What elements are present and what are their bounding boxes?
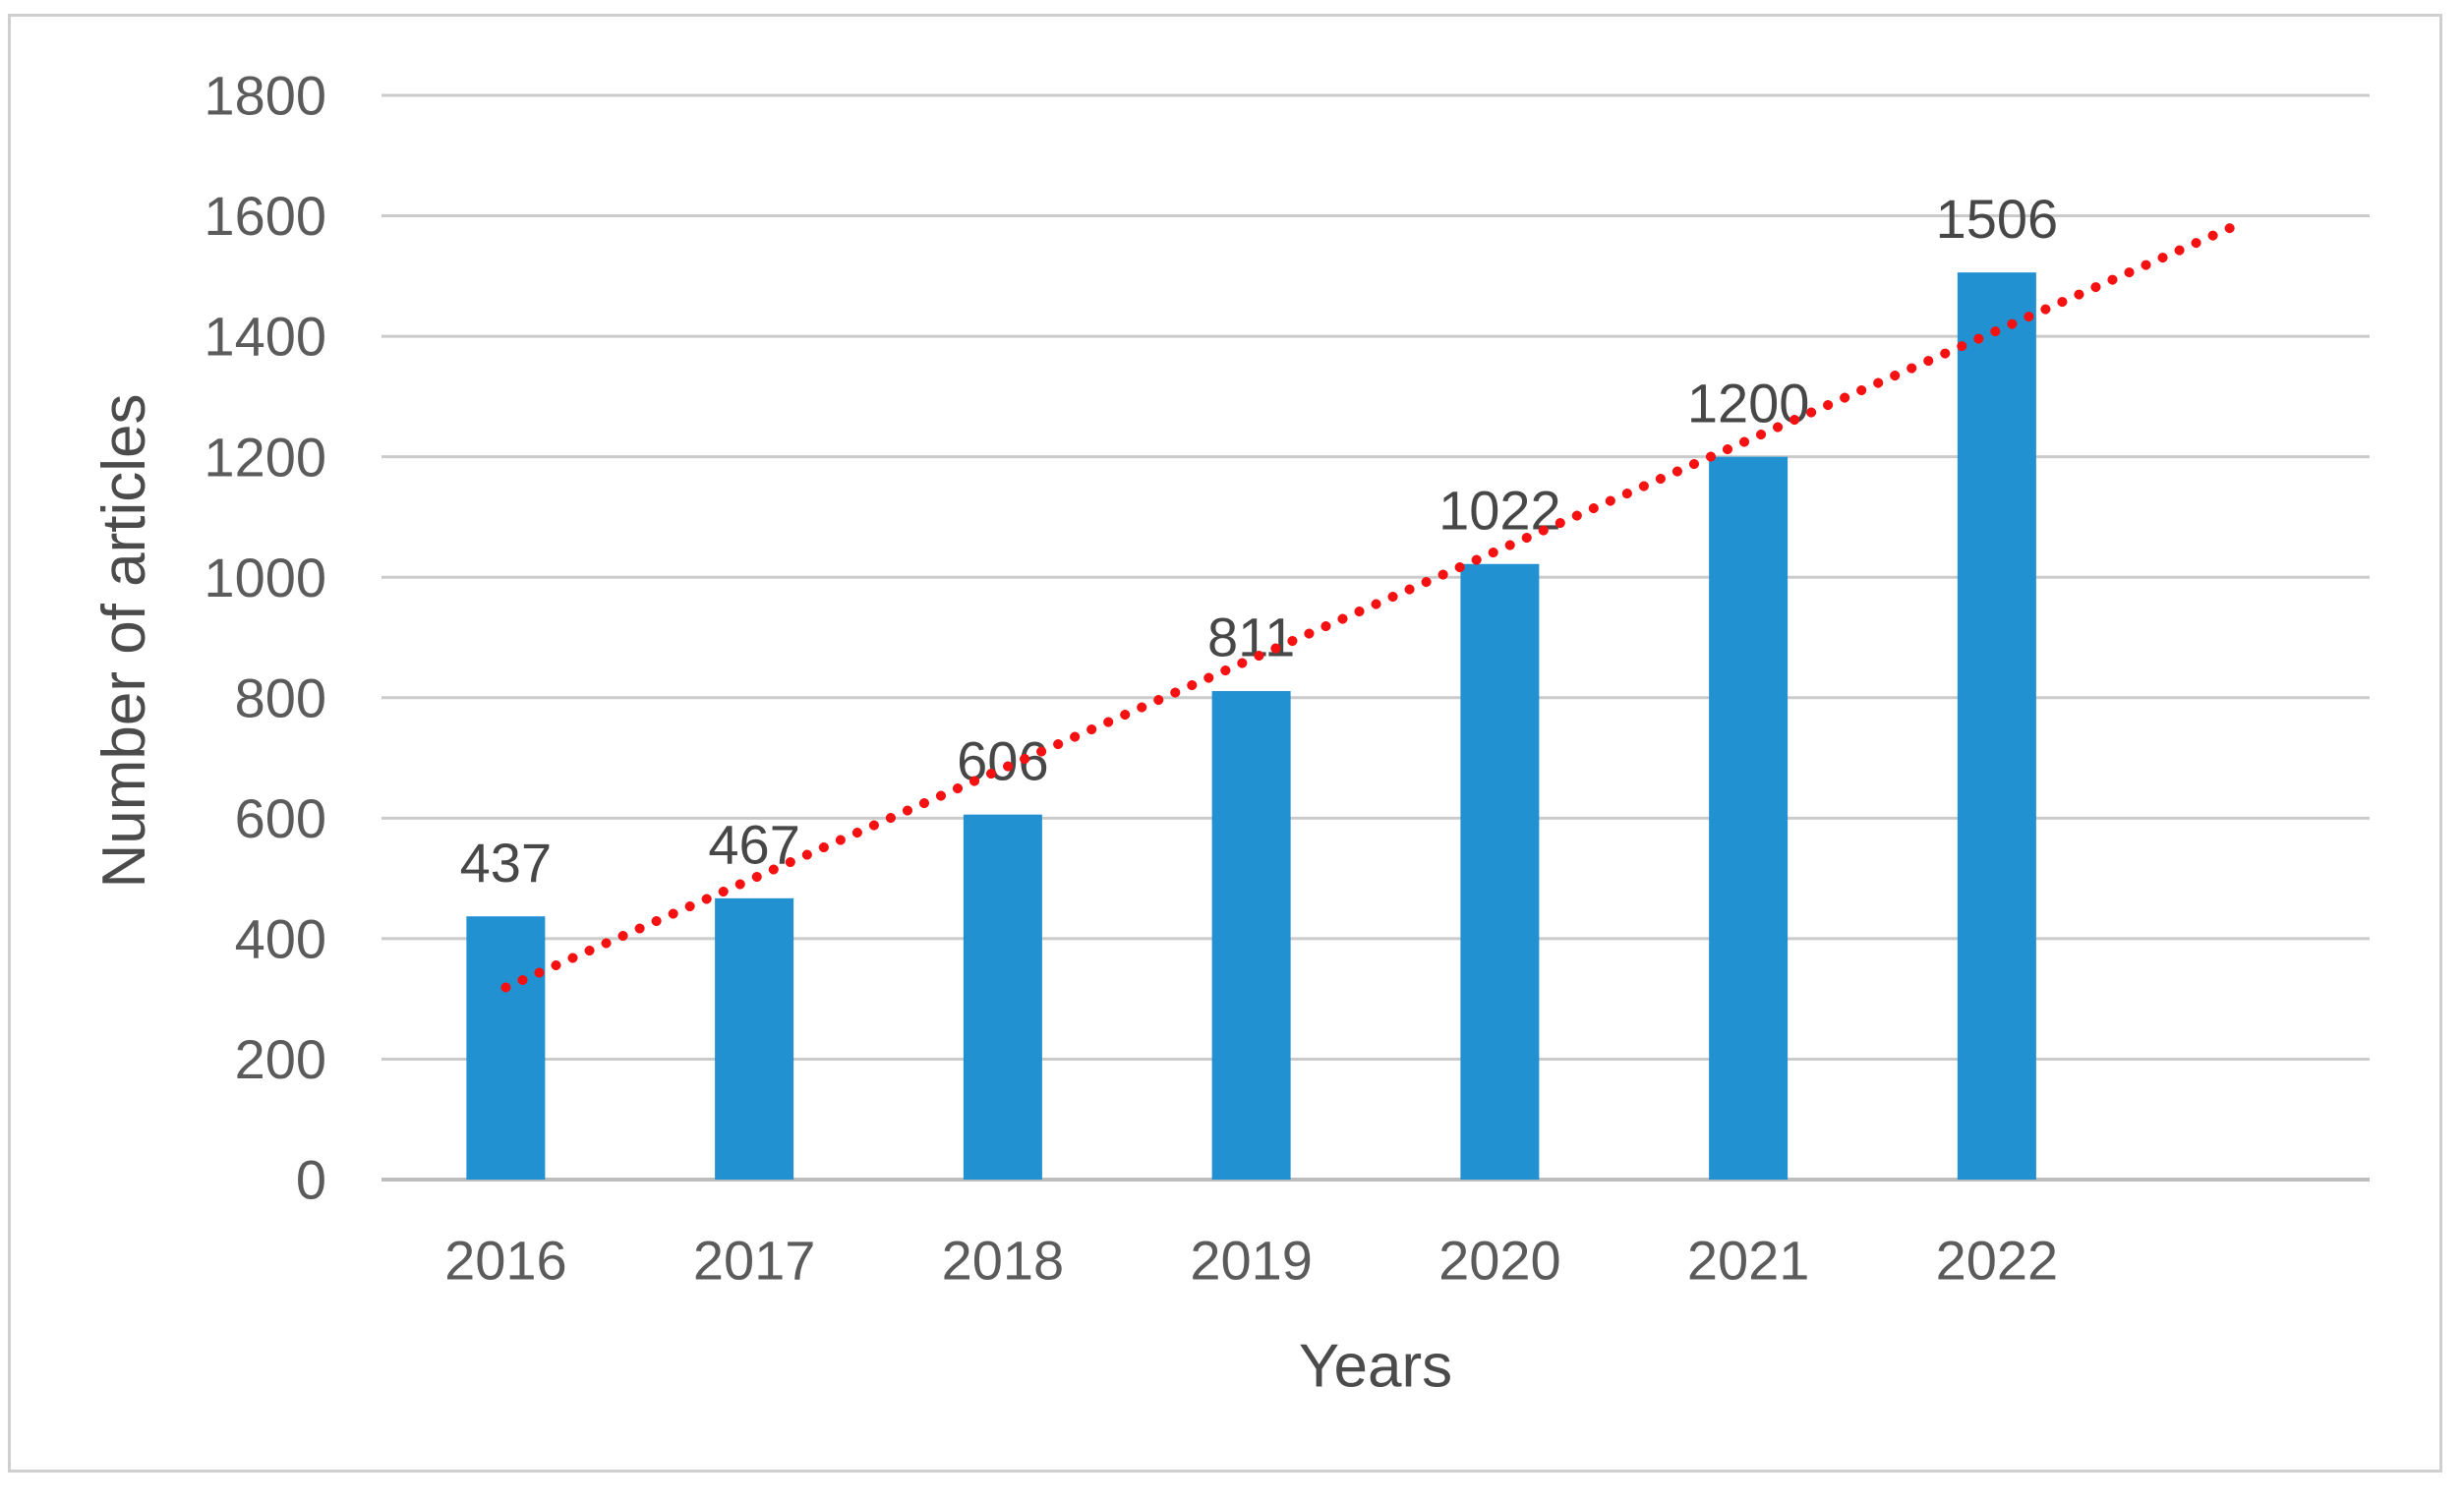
bar-2016 bbox=[466, 916, 546, 1180]
y-tick-label-1800: 1800 bbox=[204, 65, 326, 127]
figure-border bbox=[8, 14, 2442, 1473]
bar-2019 bbox=[1211, 691, 1291, 1180]
trendline-dotted bbox=[500, 216, 2251, 993]
y-tick-label-800: 800 bbox=[235, 666, 326, 728]
trendline bbox=[500, 216, 2251, 993]
bar-2017 bbox=[715, 897, 794, 1180]
gridlines bbox=[381, 93, 2370, 1182]
bar-value-label-2022: 1506 bbox=[1936, 188, 2059, 250]
bar-value-label-2017: 467 bbox=[708, 813, 799, 875]
x-tick-label-2016: 2016 bbox=[444, 1230, 567, 1292]
y-tick-label-200: 200 bbox=[235, 1028, 326, 1090]
x-tick-label-2022: 2022 bbox=[1936, 1230, 2059, 1292]
y-tick-label-1600: 1600 bbox=[204, 185, 326, 247]
x-tick-label-2017: 2017 bbox=[693, 1230, 816, 1292]
x-tick-label-2019: 2019 bbox=[1190, 1230, 1313, 1292]
x-tick-label-2021: 2021 bbox=[1687, 1230, 1810, 1292]
x-tick-label-2018: 2018 bbox=[942, 1230, 1065, 1292]
bar-2021 bbox=[1709, 456, 1789, 1181]
y-axis-title: Number of articles bbox=[90, 393, 158, 888]
x-axis-title: Years bbox=[1299, 1333, 1452, 1401]
y-tick-label-1000: 1000 bbox=[204, 547, 326, 608]
bar-2022 bbox=[1957, 272, 2036, 1180]
bar-2018 bbox=[963, 814, 1042, 1180]
y-axis-tick-labels: 0 200 400 600 800 1000 1200 1400 1600 1800 bbox=[204, 65, 326, 1211]
bar-value-label-2019: 811 bbox=[1207, 607, 1295, 668]
x-tick-label-2020: 2020 bbox=[1438, 1230, 1561, 1292]
y-tick-label-400: 400 bbox=[235, 907, 326, 969]
bar-2020 bbox=[1460, 563, 1540, 1180]
y-tick-label-0: 0 bbox=[296, 1149, 326, 1211]
bar-series bbox=[466, 272, 2036, 1181]
y-tick-label-600: 600 bbox=[235, 787, 326, 849]
y-tick-label-1400: 1400 bbox=[204, 306, 326, 368]
y-tick-label-1200: 1200 bbox=[204, 426, 326, 488]
x-axis-tick-labels: 2016 2017 2018 2019 2020 2021 2022 bbox=[444, 1230, 2058, 1292]
bar-value-label-2016: 437 bbox=[460, 832, 552, 894]
bar-value-label-2021: 1200 bbox=[1687, 372, 1810, 433]
